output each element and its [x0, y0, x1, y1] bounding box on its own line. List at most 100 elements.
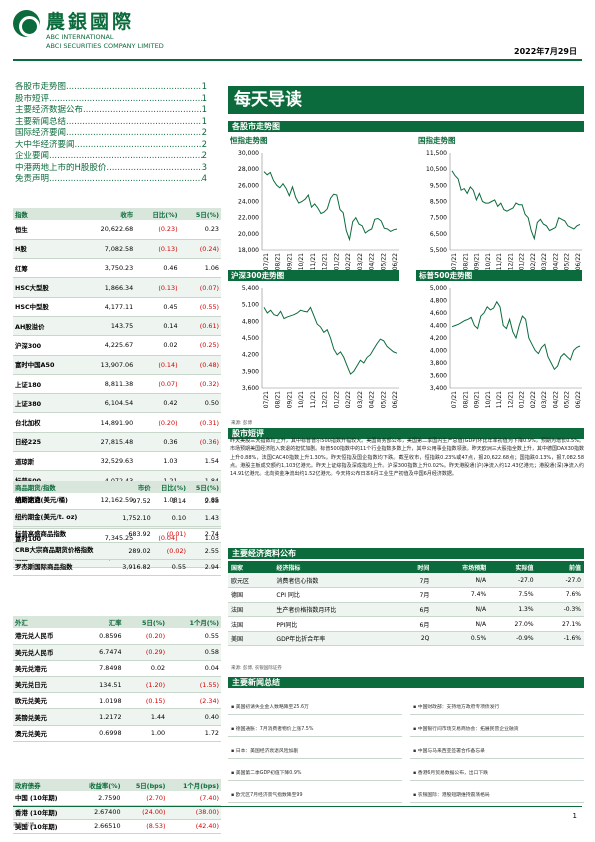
column-header: 市价	[113, 481, 153, 493]
news-item[interactable]: ▪ 美国初请失业金人数略降至25.6万	[228, 700, 402, 715]
y-tick-label: 28,000	[238, 166, 259, 173]
x-tick-label: 12/21	[322, 391, 329, 408]
toc-label[interactable]: 各股市走势图	[15, 82, 67, 92]
x-tick-label: 11/21	[310, 391, 317, 408]
toc-item[interactable]: 中港两地上市的H股股价 3	[15, 163, 207, 175]
toc-label[interactable]: 免责声明	[15, 174, 50, 184]
news-item[interactable]: ▪ 德国通胀：7月消费者物价上涨7.5%	[228, 722, 402, 737]
series-line	[451, 170, 581, 241]
cell-value: 2.74	[188, 526, 221, 543]
toc-leader-dots	[106, 163, 201, 175]
news-item[interactable]: ▪ 美国第二季GDP初值下降0.9%	[228, 766, 402, 781]
cell-value: (0.29)	[123, 644, 168, 661]
toc-label[interactable]: 国际经济要闻	[15, 128, 67, 138]
toc-label[interactable]: 企业要闻	[15, 151, 50, 161]
cell-value: (0.55)	[179, 297, 221, 317]
toc-item[interactable]: 免责声明 4	[15, 174, 207, 186]
table-row: 上证180 8,811.38 (0.07) (0.32)	[13, 374, 221, 395]
commodities-table: 商品期货/指数 市价 日比(%) 5日(%) 纽约期油(美元/桶) 97.52 1.14 2.…	[13, 481, 221, 576]
series-line	[263, 306, 398, 375]
cell-value: 1.54	[179, 451, 221, 472]
news-item[interactable]: ▪ 中国财政部：支持地方政府专项债发行	[410, 700, 584, 715]
column-header: 收益率(%)	[75, 779, 123, 791]
x-tick-label: 06/22	[575, 391, 582, 408]
cell-value: 1.14	[152, 493, 189, 510]
toc-item[interactable]: 主要经济数据公布 1	[15, 105, 207, 117]
chart-plot: 30,000 28,000 26,000 24,000 22,000 20,000 18,0…	[238, 150, 399, 270]
x-tick-label: 06/22	[575, 253, 582, 270]
column-header: 国家	[228, 561, 274, 573]
x-tick-label: 08/21	[275, 391, 282, 408]
news-item[interactable]: ▪ 农银国际：港股短期维持震荡格局	[410, 788, 584, 803]
column-header: 日比(%)	[152, 481, 189, 493]
column-header: 时间	[398, 561, 433, 573]
chart: 恒指走势图 30,000 28,000 26,000 24,000 22,000 20,00…	[230, 135, 405, 280]
news-item[interactable]: ▪ 香港6月贸易数据公布，出口下跌	[410, 766, 584, 781]
chart-axis	[261, 288, 399, 389]
table-row: 罗杰斯国际商品指数 3,916.82 0.55 2.94	[13, 559, 221, 576]
econ-data-table: 国家 经济指标 时间 市场预期 实际值 前值 欧元区 消费者信心指数 7月 N/A -27.0 -27…	[228, 561, 584, 647]
x-tick-label: 01/22	[519, 391, 526, 408]
cell-value: (0.14)	[135, 355, 180, 375]
toc-item[interactable]: 股市短评 1	[15, 94, 207, 106]
toc-label[interactable]: 中港两地上市的H股股价	[15, 162, 107, 173]
y-tick-label: 20,000	[238, 231, 259, 238]
y-tick-label: 24,000	[238, 199, 259, 206]
left-source-note: 来源: 彭博	[13, 823, 34, 828]
row-label: 标普高盛商品指数	[13, 526, 114, 543]
cell-value: 7.5%	[489, 587, 537, 603]
table-row: 美元兑港元 7.8498 0.02 0.04	[13, 660, 221, 678]
cell-value: 1,866.34	[79, 277, 136, 298]
chart-plot: 5,400 5,100 4,800 4,500 4,200 3,900 3,600 07/21…	[242, 285, 399, 408]
x-tick-label: 07/21	[451, 391, 458, 408]
column-header: 商品期货/指数	[13, 481, 114, 493]
cell-value: (0.20)	[123, 628, 168, 645]
toc-item[interactable]: 主要新闻总结 1	[15, 117, 207, 129]
series-line	[263, 171, 398, 242]
x-tick-label: 05/22	[564, 391, 571, 408]
y-tick-label: 3,600	[242, 385, 259, 392]
cell-value: 生产者价格指数月环比	[273, 602, 399, 618]
toc-item[interactable]: 国际经济要闻 2	[15, 128, 207, 140]
country-cell: 欧元区	[228, 573, 274, 589]
cell-value: 2.7590	[75, 791, 123, 806]
row-label: 上证180	[13, 374, 80, 395]
table-row: 香港 (10年期) 2.67400 (24.00) (38.00)	[13, 805, 221, 820]
toc-label[interactable]: 主要新闻总结	[15, 116, 67, 127]
section-econ-data: 主要经济资料公布	[228, 548, 584, 559]
cell-value: 97.52	[113, 493, 153, 510]
y-tick-label: 3,900	[242, 368, 259, 375]
column-header: 5日(%)	[123, 616, 168, 628]
toc-item[interactable]: 大中华经济要闻 2	[15, 140, 207, 152]
cell-value: 0.50	[179, 393, 221, 414]
chart: 沪深300走势图 5,400 5,100 4,800 4,500 4,200 3,900 3,…	[228, 270, 405, 418]
news-item[interactable]: ▪ 欧元区7月经济景气指数降至99	[228, 788, 402, 803]
abc-logo-icon	[13, 10, 40, 37]
toc-label[interactable]: 主要经济数据公布	[15, 105, 84, 115]
cell-value: 4,225.67	[79, 335, 136, 356]
row-label: 恒生	[13, 220, 80, 240]
news-item[interactable]: ▪ 日本：美国经济衰退风险加剧	[228, 744, 402, 759]
row-label: AH股溢价	[13, 316, 80, 337]
news-item[interactable]: ▪ 中国银行间市场交易商协会：拓展民营企业融资	[410, 722, 584, 737]
market-comment-text: 昨天美股三大指数均上升，其中标普普尔500指数升幅较大。美国商务部公布，美国第二…	[230, 438, 584, 478]
cell-value: (0.32)	[179, 374, 221, 395]
fx-table: 外汇 汇率 5日(%) 1个月(%) 港元兑人民币 0.8596 (0.20) 0.55 美元兑…	[13, 616, 221, 742]
cell-value: 0.14	[135, 316, 180, 337]
toc-item[interactable]: 企业要闻 2	[15, 151, 207, 163]
table-row: 沪深300 4,225.67 0.02 (0.25)	[13, 335, 221, 356]
column-header: 汇率	[81, 616, 124, 628]
cell-value: 134.51	[81, 676, 124, 694]
toc-label[interactable]: 大中华经济要闻	[15, 139, 75, 150]
toc-leader-dots	[83, 105, 202, 117]
row-label: 纽约期油(美元/桶)	[13, 493, 114, 510]
toc-item[interactable]: 各股市走势图 1	[15, 82, 207, 94]
row-label: 沪深300	[13, 335, 80, 356]
cell-value: 7月	[398, 573, 433, 589]
y-tick-label: 11,500	[426, 150, 447, 157]
x-tick-label: 01/22	[519, 253, 526, 270]
toc-label[interactable]: 股市短评	[15, 93, 50, 104]
news-item[interactable]: ▪ 中国与马来西亚签署合作备忘录	[410, 744, 584, 759]
cell-value: (0.13)	[135, 239, 180, 260]
cell-value: (0.13)	[135, 277, 180, 298]
